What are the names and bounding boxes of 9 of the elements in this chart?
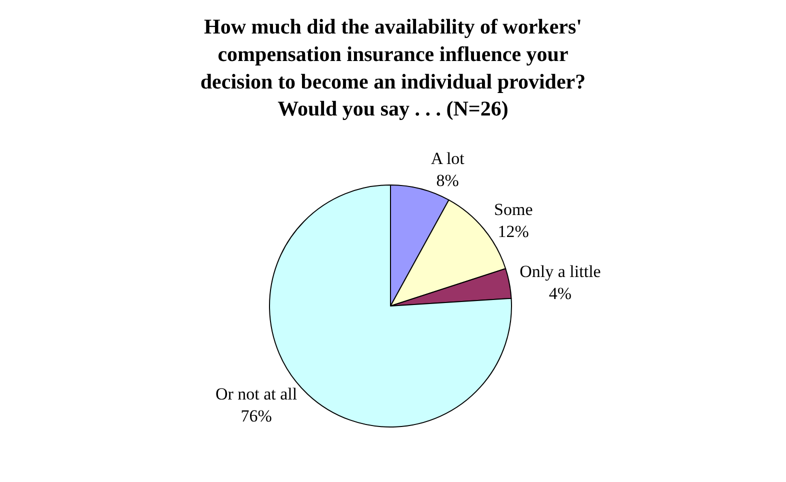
- slice-label: Only a little: [520, 262, 601, 282]
- chart-title: How much did the availability of workers' compensation insurance influence your decision to become an individual provider? Would you say . . . (N=26): [200, 14, 586, 121]
- slice-label: A lot: [430, 148, 465, 168]
- data-label: 4%: [548, 284, 572, 304]
- slice-label: Some: [494, 200, 533, 219]
- slice-label: Or not at all: [215, 384, 298, 404]
- data-label: 8%: [436, 171, 459, 190]
- data-label: 76%: [240, 406, 272, 426]
- data-label: 12%: [498, 222, 529, 242]
